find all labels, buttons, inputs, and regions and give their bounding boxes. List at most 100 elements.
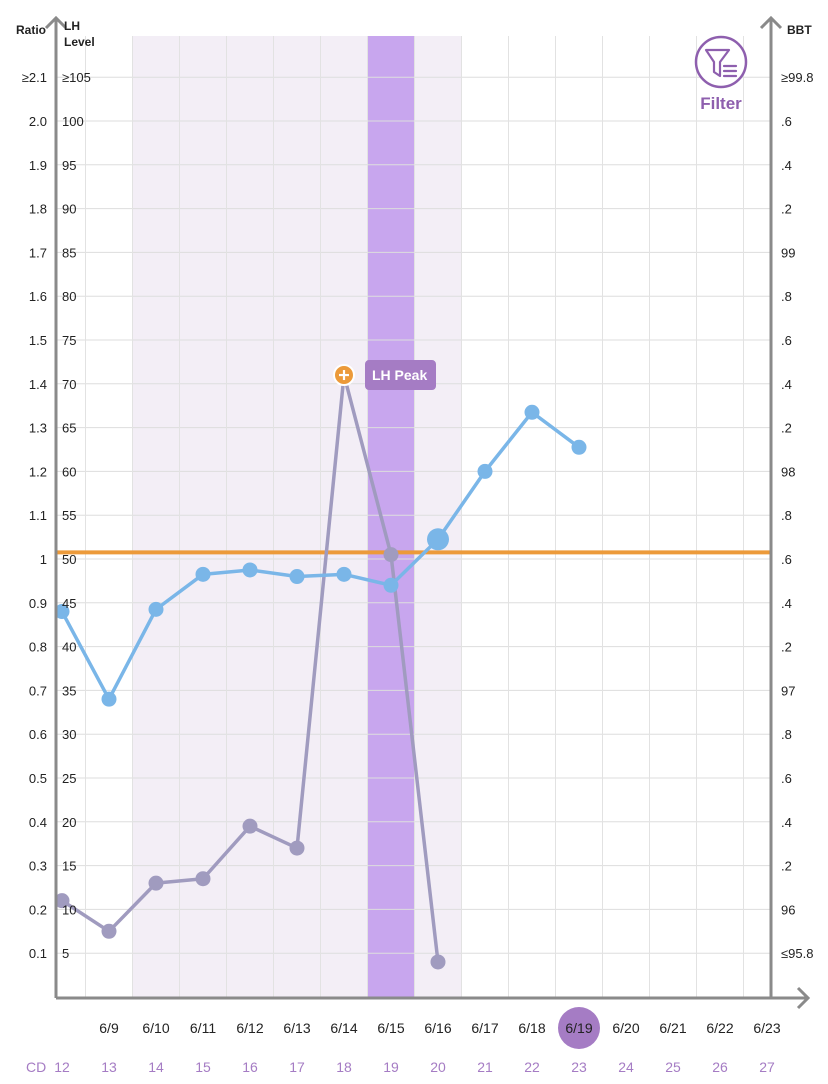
- bbt-tick: ≤95.8: [781, 946, 813, 961]
- bbt-tick: 98: [781, 464, 795, 479]
- bbt-tick: .8: [781, 508, 792, 523]
- date-tick: 6/12: [236, 1020, 263, 1036]
- date-tick: 6/23: [753, 1020, 780, 1036]
- lh-tick: 5: [62, 946, 69, 961]
- lh-axis-title-line1: LH: [64, 19, 80, 33]
- lh-tick: ≥105: [62, 70, 91, 85]
- data-point: [289, 840, 305, 856]
- cycle-day-tick: 26: [712, 1059, 728, 1075]
- cycle-day-tick: 21: [477, 1059, 493, 1075]
- chart-axes: [44, 15, 811, 1010]
- data-point: [101, 691, 117, 707]
- cd-label: CD: [26, 1059, 46, 1075]
- bbt-tick: .8: [781, 727, 792, 742]
- lh-axis-ticks: 5 10 15 20 25 30 35 40 45 50 55 60 65 70 75 80 85 90 95 100…: [62, 70, 91, 961]
- data-point: [383, 577, 399, 593]
- data-point: [242, 562, 258, 578]
- chart-grid: [56, 36, 771, 998]
- ratio-axis-title: Ratio: [16, 23, 46, 37]
- date-tick: 6/19: [565, 1020, 592, 1036]
- data-point: [477, 463, 493, 479]
- ratio-tick: 2.0: [29, 114, 47, 129]
- data-point: [101, 923, 117, 939]
- cycle-day-tick: 18: [336, 1059, 352, 1075]
- date-tick: 6/18: [518, 1020, 545, 1036]
- cycle-day-tick: 19: [383, 1059, 399, 1075]
- lh-tick: 45: [62, 596, 76, 611]
- filter-button[interactable]: Filter: [694, 35, 748, 113]
- lh-tick: 75: [62, 333, 76, 348]
- ratio-tick: 0.7: [29, 683, 47, 698]
- bbt-tick: 97: [781, 683, 795, 698]
- lh-tick: 30: [62, 727, 76, 742]
- lh-tick: 65: [62, 421, 76, 436]
- peak-band: [367, 36, 415, 998]
- left-axis-arrow: [44, 15, 68, 30]
- date-tick: 6/15: [377, 1020, 404, 1036]
- lh-tick: 50: [62, 552, 76, 567]
- ratio-tick: 1.9: [29, 158, 47, 173]
- cycle-day-tick: 20: [430, 1059, 446, 1075]
- cycle-day-tick: 12: [54, 1059, 70, 1075]
- lh-tick: 35: [62, 683, 76, 698]
- date-axis-ticks: 6/9 6/10 6/11 6/12 6/13 6/14 6/15 6/16 6/17 6/18 6…: [99, 1007, 781, 1049]
- cycle-day-tick: 22: [524, 1059, 540, 1075]
- bbt-tick: 96: [781, 902, 795, 917]
- lh-tick: 55: [62, 508, 76, 523]
- lh-tick: 15: [62, 859, 76, 874]
- bbt-tick: .6: [781, 333, 792, 348]
- date-tick: 6/11: [190, 1020, 216, 1036]
- highlighted-date-circle: [558, 1007, 600, 1049]
- date-tick: 6/13: [283, 1020, 310, 1036]
- right-axis-arrow: [759, 15, 783, 30]
- lh-tick: 80: [62, 289, 76, 304]
- lh-tick: 40: [62, 640, 76, 655]
- ratio-tick: 1.5: [29, 333, 47, 348]
- data-point: [524, 404, 540, 420]
- ratio-tick: 1.2: [29, 464, 47, 479]
- bbt-tick: 99: [781, 245, 795, 260]
- ratio-tick: 1.1: [29, 508, 47, 523]
- date-tick: 6/22: [706, 1020, 733, 1036]
- data-point: [289, 569, 305, 585]
- ratio-tick: 0.6: [29, 727, 47, 742]
- cycle-day-tick: 25: [665, 1059, 681, 1075]
- data-point: [571, 439, 587, 455]
- ratio-tick: 1.8: [29, 202, 47, 217]
- date-tick: 6/21: [659, 1020, 686, 1036]
- ratio-tick: 0.9: [29, 596, 47, 611]
- ratio-tick: 0.3: [29, 859, 47, 874]
- data-point: [148, 875, 164, 891]
- lh-tick: 60: [62, 464, 76, 479]
- data-point: [195, 871, 211, 887]
- ratio-tick: 1.7: [29, 245, 47, 260]
- filter-label[interactable]: Filter: [700, 94, 742, 113]
- bottom-axis-arrow: [796, 986, 811, 1010]
- ratio-series: [54, 404, 587, 707]
- bbt-tick: .2: [781, 421, 792, 436]
- bbt-tick: .6: [781, 552, 792, 567]
- bbt-tick: .4: [781, 596, 792, 611]
- peak-label: LH Peak: [372, 367, 427, 383]
- lh-tick: 70: [62, 377, 76, 392]
- date-tick: 6/9: [99, 1020, 119, 1036]
- lh-tick: 20: [62, 815, 76, 830]
- bbt-tick: .4: [781, 158, 792, 173]
- bbt-tick: .2: [781, 640, 792, 655]
- lh-axis-title-line2: Level: [64, 35, 95, 49]
- bbt-tick: .8: [781, 289, 792, 304]
- data-point: [54, 604, 70, 620]
- lh-tick: 10: [62, 902, 76, 917]
- cycle-day-tick: 15: [195, 1059, 211, 1075]
- data-point: [336, 566, 352, 582]
- lh-peak-marker[interactable]: LH Peak: [333, 360, 436, 391]
- data-point: [430, 954, 446, 970]
- bbt-tick: ≥99.8: [781, 70, 813, 85]
- ratio-tick: 0.4: [29, 815, 47, 830]
- cycle-day-tick: 14: [148, 1059, 164, 1075]
- data-point: [242, 818, 258, 834]
- lh-level-series: [54, 367, 446, 970]
- data-point: [427, 528, 449, 551]
- date-tick: 6/20: [612, 1020, 639, 1036]
- ratio-tick: 1: [40, 552, 47, 567]
